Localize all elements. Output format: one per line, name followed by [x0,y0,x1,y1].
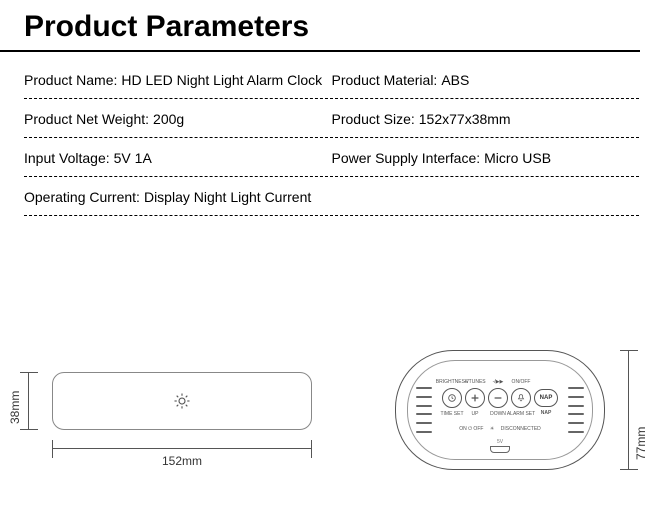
button-bottom-label: DOWN [490,411,506,417]
plus-icon [470,393,480,403]
minus-button: -/▶▶ DOWN [488,388,508,408]
sun-icon [173,392,191,410]
param-row: Operating Current:Display Night Light Cu… [24,177,639,216]
dimension-label: 77mm [634,427,648,460]
param-value: 5V 1A [114,150,152,166]
dimension-label: 38mm [8,391,22,424]
diagrams-area: 38mm 152mm BRIGHTNESS TIME SET +/TUNES [0,330,663,520]
param-label: Product Size: [332,111,415,127]
button-top-label: ON/OFF [512,379,531,385]
brightness-button: BRIGHTNESS TIME SET [442,388,462,408]
minus-icon [493,393,503,403]
parameters-table: Product Name:HD LED Night Light Alarm Cl… [0,60,663,216]
button-bottom-label: UP [472,411,479,417]
param-value: ABS [441,72,469,88]
param-value: HD LED Night Light Alarm Clock [121,72,322,88]
page-title: Product Parameters [0,0,640,52]
button-top-label: -/▶▶ [493,379,504,385]
param-value: Micro USB [484,150,551,166]
button-top-label: +/TUNES [464,379,485,385]
nap-text: NAP [540,395,553,401]
port-label: 5V [497,439,503,445]
clock-icon [447,393,457,403]
dimension-label: 152mm [52,454,312,468]
button-bottom-label: NAP [541,410,552,416]
param-value: 152x77x38mm [419,111,511,127]
bell-icon [516,393,526,403]
param-label: Product Net Weight: [24,111,149,127]
param-value: Display Night Light Current [144,189,311,205]
alarm-button: ON/OFF ALARM SET [511,388,531,408]
param-row: Product Name:HD LED Night Light Alarm Cl… [24,60,639,99]
switch-label: DISCONNECTED [501,426,541,432]
product-back-view: BRIGHTNESS TIME SET +/TUNES UP -/▶▶ DOWN… [395,350,605,470]
param-row: Input Voltage:5V 1A Power Supply Interfa… [24,138,639,177]
product-front-view [52,372,312,430]
nap-button: NAP NAP [534,389,558,407]
dimension-height-back: 77mm [616,350,642,470]
button-bottom-label: ALARM SET [507,411,535,417]
indicator-icon: ☀ [490,426,494,432]
switch-label: ON ⏻ OFF [459,426,483,432]
dimension-width-front: 152mm [52,438,312,464]
param-label: Input Voltage: [24,150,110,166]
param-label: Product Name: [24,72,117,88]
usb-port-icon: 5V [490,446,510,453]
param-label: Operating Current: [24,189,140,205]
button-row: BRIGHTNESS TIME SET +/TUNES UP -/▶▶ DOWN… [442,385,558,411]
param-row: Product Net Weight:200g Product Size:152… [24,99,639,138]
param-value: 200g [153,111,184,127]
dimension-height-front: 38mm [16,372,42,430]
param-label: Power Supply Interface: [332,150,481,166]
vent-slots-icon [416,387,432,433]
plus-button: +/TUNES UP [465,388,485,408]
vent-slots-icon [568,387,584,433]
param-label: Product Material: [332,72,438,88]
button-bottom-label: TIME SET [440,411,463,417]
switch-row: ON ⏻ OFF ☀ DISCONNECTED [456,421,544,437]
